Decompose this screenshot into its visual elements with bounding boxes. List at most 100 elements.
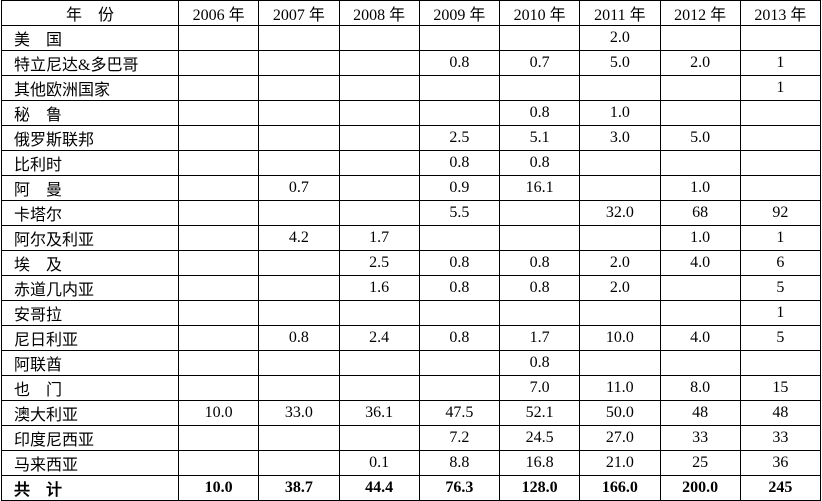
table-cell: 10.0	[579, 325, 661, 351]
table-cell: 1	[739, 75, 822, 101]
table-cell	[177, 325, 260, 351]
table-cell	[498, 200, 581, 226]
table-cell: 27.0	[579, 425, 661, 451]
table-cell: 2.0	[579, 250, 661, 276]
table-row: 特立尼达&多巴哥 0.8 0.7 5.0 2.0 1	[1, 50, 822, 76]
table-cell	[338, 50, 420, 76]
table-cell: 2012 年	[659, 0, 741, 26]
table-cell	[177, 300, 260, 326]
table-row: 卡塔尔 5.5 32.0 68 92	[1, 200, 822, 226]
table-row: 秘 鲁 0.8 1.0	[1, 100, 822, 126]
table-cell: 秘 鲁	[1, 100, 179, 126]
table-cell: 21.0	[579, 450, 661, 476]
table-cell	[418, 25, 501, 51]
table-cell: 2008 年	[338, 0, 420, 26]
table-cell	[659, 75, 741, 101]
table-cell: 安哥拉	[1, 300, 179, 326]
table-cell	[498, 75, 581, 101]
table-cell	[258, 350, 340, 376]
table-cell: 1.7	[338, 225, 420, 251]
table-cell: 11.0	[579, 375, 661, 401]
table-cell: 也 门	[1, 375, 179, 401]
table-row: 共 计 10.0 38.7 44.4 76.3 128.0 166.0 200.0 245	[1, 475, 822, 501]
table-cell: 0.8	[498, 150, 581, 176]
table-cell	[258, 200, 340, 226]
table-cell: 38.7	[258, 475, 340, 501]
table-row: 安哥拉 1	[1, 300, 822, 326]
table-row: 其他欧洲国家 1	[1, 75, 822, 101]
table-cell: 4.2	[258, 225, 340, 251]
table-cell: 44.4	[338, 475, 420, 501]
table-cell: 0.9	[418, 175, 501, 201]
table-cell: 澳大利亚	[1, 400, 179, 426]
table-cell: 33.0	[258, 400, 340, 426]
table-cell	[739, 175, 822, 201]
table-row: 澳大利亚 10.0 33.0 36.1 47.5 52.1 50.0 48 48	[1, 400, 822, 426]
table-cell	[258, 50, 340, 76]
table-cell: 5.1	[498, 125, 581, 151]
table-cell: 0.8	[498, 275, 581, 301]
table-cell: 阿尔及利亚	[1, 225, 179, 251]
table-cell: 1	[739, 225, 822, 251]
table-cell: 特立尼达&多巴哥	[1, 50, 179, 76]
table-cell: 47.5	[418, 400, 501, 426]
table-cell	[258, 425, 340, 451]
table-cell: 印度尼西亚	[1, 425, 179, 451]
table-cell: 5.5	[418, 200, 501, 226]
table-cell: 1.0	[579, 100, 661, 126]
table-cell	[579, 225, 661, 251]
table-cell: 0.8	[258, 325, 340, 351]
table-cell: 其他欧洲国家	[1, 75, 179, 101]
table-cell	[739, 125, 822, 151]
table-cell: 0.8	[498, 350, 581, 376]
table-cell: 俄罗斯联邦	[1, 125, 179, 151]
table-cell: 1	[739, 300, 822, 326]
table-cell: 48	[739, 400, 822, 426]
table-cell	[338, 375, 420, 401]
table-cell: 0.8	[418, 50, 501, 76]
table-cell: 2.0	[579, 275, 661, 301]
table-cell: 2.0	[659, 50, 741, 76]
table-cell	[177, 75, 260, 101]
table-cell: 0.8	[418, 250, 501, 276]
table-cell: 美 国	[1, 25, 179, 51]
table-cell	[177, 50, 260, 76]
table-row: 阿 曼 0.7 0.9 16.1 1.0	[1, 175, 822, 201]
table-cell	[739, 100, 822, 126]
table-cell: 48	[659, 400, 741, 426]
table-cell: 33	[659, 425, 741, 451]
table-cell: 200.0	[659, 475, 741, 501]
table-cell	[418, 375, 501, 401]
table-cell: 1.6	[338, 275, 420, 301]
table-cell: 36.1	[338, 400, 420, 426]
table-cell	[338, 300, 420, 326]
table-cell: 1	[739, 50, 822, 76]
table-cell	[258, 125, 340, 151]
table-cell	[659, 150, 741, 176]
table-cell	[338, 75, 420, 101]
table-cell: 马来西亚	[1, 450, 179, 476]
table-cell	[258, 275, 340, 301]
table-cell: 10.0	[177, 475, 260, 501]
table-cell: 33	[739, 425, 822, 451]
table-row: 赤道几内亚 1.6 0.8 0.8 2.0 5	[1, 275, 822, 301]
table-cell	[579, 350, 661, 376]
table-row: 尼日利亚 0.8 2.4 0.8 1.7 10.0 4.0 5	[1, 325, 822, 351]
table-cell: 2010 年	[498, 0, 581, 26]
table-cell: 10.0	[177, 400, 260, 426]
table-cell	[177, 150, 260, 176]
table-row: 美 国 2.0	[1, 25, 822, 51]
table-cell: 尼日利亚	[1, 325, 179, 351]
table-cell: 5.0	[579, 50, 661, 76]
table-cell	[739, 25, 822, 51]
table-cell: 比利时	[1, 150, 179, 176]
table-cell: 2011 年	[579, 0, 661, 26]
table-cell	[258, 100, 340, 126]
table-cell	[498, 225, 581, 251]
table-cell: 0.7	[258, 175, 340, 201]
table-cell: 0.8	[418, 325, 501, 351]
table-cell	[258, 75, 340, 101]
